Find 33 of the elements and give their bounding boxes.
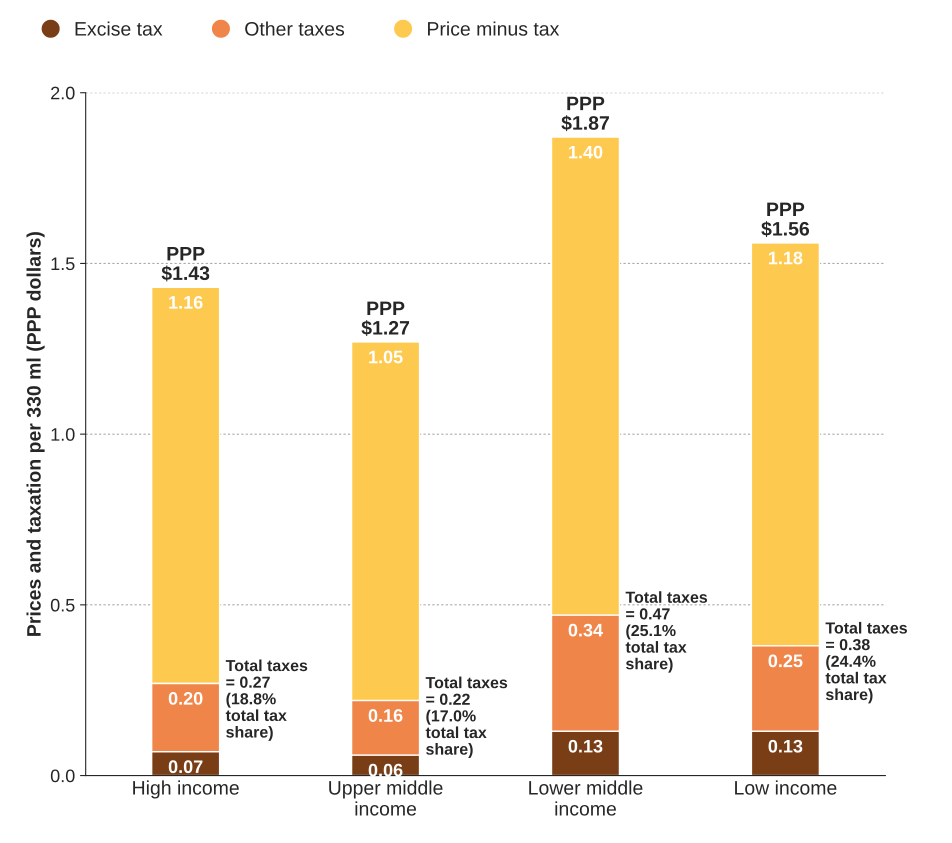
- annotation: Total taxes = 0.47 (25.1% total tax share): [626, 591, 708, 673]
- total-label: PPP $1.43: [162, 246, 210, 282]
- data-label: 0.20: [168, 692, 202, 705]
- x-tick-label: High income: [133, 780, 239, 799]
- legend-label: Price minus tax: [428, 21, 560, 36]
- data-label: 0.34: [568, 624, 603, 637]
- y-tick-label: 2.0: [51, 86, 75, 100]
- total-label: PPP $1.87: [561, 96, 609, 132]
- y-tick-label: 0.5: [50, 598, 75, 612]
- data-label: 0.16: [368, 709, 402, 722]
- data-label: 1.16: [169, 296, 203, 309]
- legend-label: Excise tax: [76, 21, 162, 36]
- data-label: 1.18: [768, 252, 802, 264]
- data-label: 0.13: [568, 740, 602, 753]
- y-tick-label: 1.5: [52, 258, 75, 270]
- y-tick-label: 1.0: [52, 428, 75, 441]
- x-tick-label: Low income: [735, 780, 836, 795]
- x-tick-label: Upper middle income: [329, 780, 443, 816]
- total-label: PPP $1.56: [761, 202, 810, 237]
- data-label: 0.13: [768, 740, 802, 753]
- annotation: Total taxes = 0.38 (24.4% total tax share): [826, 622, 907, 704]
- annotation: Total taxes = 0.27 (18.8% total tax share): [226, 659, 308, 741]
- data-label: 0.06: [368, 764, 402, 777]
- data-label: 0.25: [768, 654, 802, 668]
- legend-label: Other taxes: [245, 21, 344, 36]
- data-label: 1.40: [569, 146, 602, 159]
- total-label: PPP $1.27: [361, 302, 410, 336]
- data-label: 0.07: [168, 760, 202, 774]
- y-axis-title: Prices and taxation per 330 ml (PPP dollars): [26, 232, 45, 636]
- annotation: Total taxes = 0.22 (17.0% total tax share): [426, 676, 508, 758]
- data-label: 1.05: [369, 350, 403, 364]
- x-tick-label: Lower middle income: [529, 780, 642, 816]
- y-tick-label: 0.0: [50, 769, 75, 782]
